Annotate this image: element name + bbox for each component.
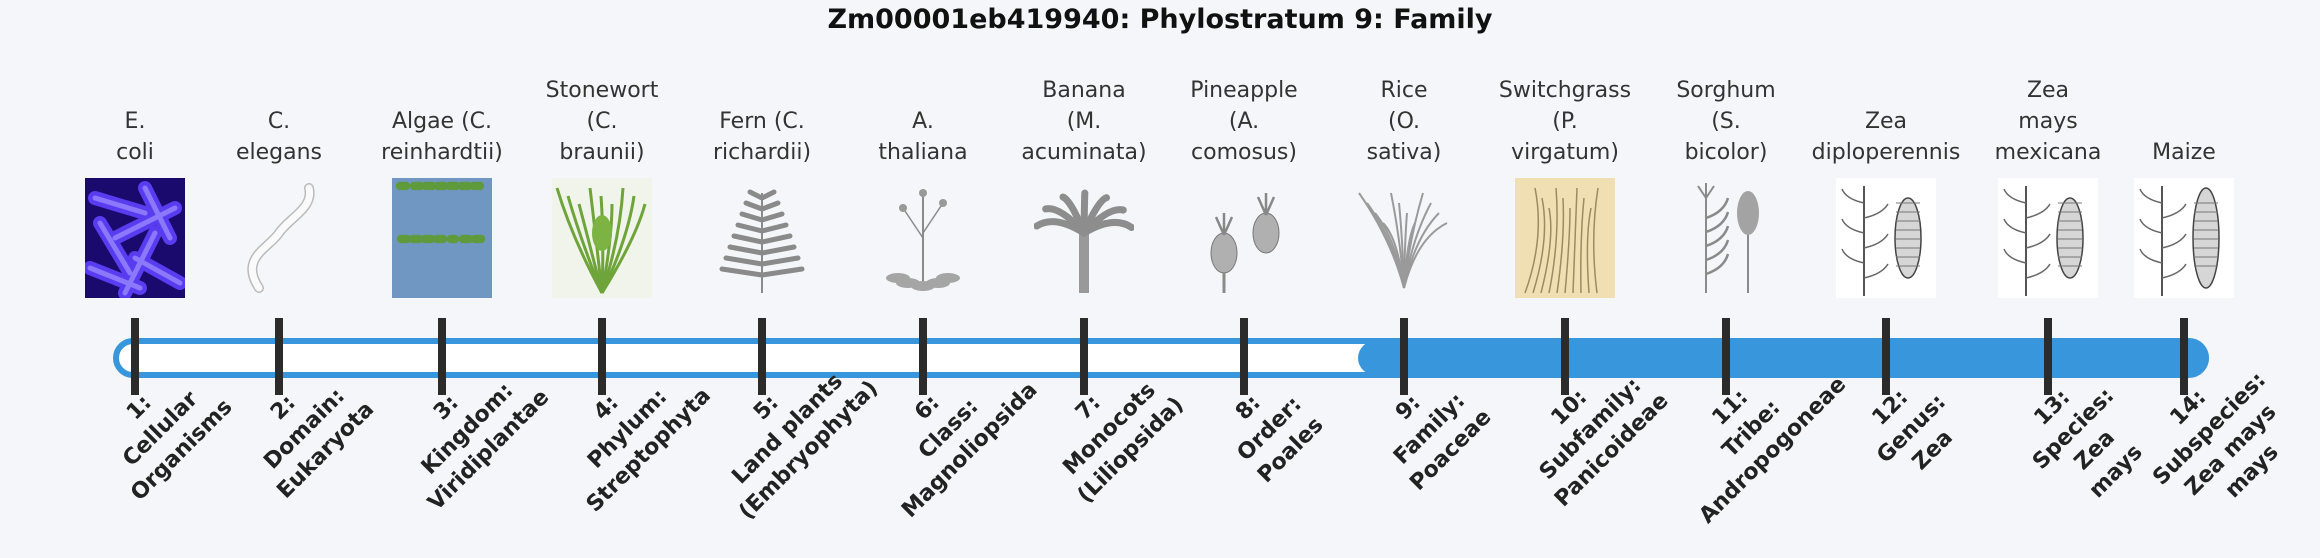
organism-label-line: E.: [124, 109, 146, 134]
organism-label-line: Maize: [2152, 140, 2216, 165]
arabidopsis-image: [873, 178, 973, 298]
organism-label: Algae (C. reinhardtii): [367, 106, 517, 168]
organism-label-line: (O.: [1387, 109, 1420, 134]
organism-label-line: mays: [2018, 109, 2078, 134]
zea-mexicana-image: [1998, 178, 2098, 298]
organism-label-line: Fern (C.: [719, 109, 805, 134]
e-coli-image: [85, 178, 185, 298]
organism-label-line: Rice: [1380, 78, 1428, 103]
organism-label-line: virgatum): [1511, 140, 1619, 165]
page-title: Zm00001eb419940: Phylostratum 9: Family: [827, 4, 1493, 35]
organism-label: E. coli: [60, 106, 210, 168]
zea-diploperennis-image: [1836, 178, 1936, 298]
organism-label-line: Zea: [2026, 78, 2070, 103]
organism-label-line: (A.: [1228, 109, 1260, 134]
organism-label-line: C.: [267, 109, 291, 134]
organism-label: Sorghum (S. bicolor): [1651, 75, 1801, 168]
organism-label-line: thaliana: [878, 140, 968, 165]
organism-label: Maize: [2109, 137, 2259, 168]
organism-label: Switchgrass (P. virgatum): [1490, 75, 1640, 168]
organism-label: Zea mays mexicana: [1973, 75, 2123, 168]
pineapple-image: [1194, 178, 1294, 298]
sorghum-image: [1676, 178, 1776, 298]
organism-label-line: comosus): [1191, 140, 1297, 165]
organism-label-line: acuminata): [1021, 140, 1147, 165]
banana-image: [1034, 178, 1134, 298]
organism-label-line: Banana: [1042, 78, 1126, 103]
organism-label-line: Switchgrass: [1498, 78, 1632, 103]
organism-label-line: (P.: [1552, 109, 1578, 134]
organism-label-line: reinhardtii): [381, 140, 503, 165]
organism-label-line: Sorghum: [1676, 78, 1776, 103]
organism-label-line: sativa): [1366, 140, 1442, 165]
organism-label-line: elegans: [235, 140, 323, 165]
phylostratum-track: [113, 318, 2209, 395]
rice-image: [1354, 178, 1454, 298]
organism-label: Banana (M. acuminata): [1009, 75, 1159, 168]
c-elegans-image: [229, 178, 329, 298]
organism-label-line: richardii): [712, 140, 812, 165]
organism-label-line: (M.: [1066, 109, 1102, 134]
track-fill: [1358, 341, 2209, 375]
fern-image: [712, 178, 812, 298]
organism-label: C. elegans: [204, 106, 354, 168]
organism-label-line: (S.: [1711, 109, 1741, 134]
organism-label: Fern (C. richardii): [687, 106, 837, 168]
organism-label: Stonewort (C. braunii): [527, 75, 677, 168]
organism-label-line: Stonewort: [545, 78, 659, 103]
organism-label-line: Algae (C.: [391, 109, 493, 134]
organism-label-line: bicolor): [1684, 140, 1768, 165]
organism-label-line: braunii): [559, 140, 645, 165]
switchgrass-image: [1515, 178, 1615, 298]
organism-label-line: diploperennis: [1811, 140, 1961, 165]
organism-label-line: mexicana: [1994, 140, 2102, 165]
organism-label: Pineapple (A. comosus): [1169, 75, 1319, 168]
organism-label: Zea diploperennis: [1811, 106, 1961, 168]
organism-label-line: A.: [912, 109, 934, 134]
organism-label: A. thaliana: [848, 106, 998, 168]
organism-label-line: Pineapple: [1190, 78, 1298, 103]
stonewort-image: [552, 178, 652, 298]
algae-image: [392, 178, 492, 298]
organism-label: Rice (O. sativa): [1329, 75, 1479, 168]
organism-label-line: Zea: [1864, 109, 1908, 134]
organism-label-line: coli: [116, 140, 154, 165]
organism-label-line: (C.: [586, 109, 618, 134]
maize-image: [2134, 178, 2234, 298]
